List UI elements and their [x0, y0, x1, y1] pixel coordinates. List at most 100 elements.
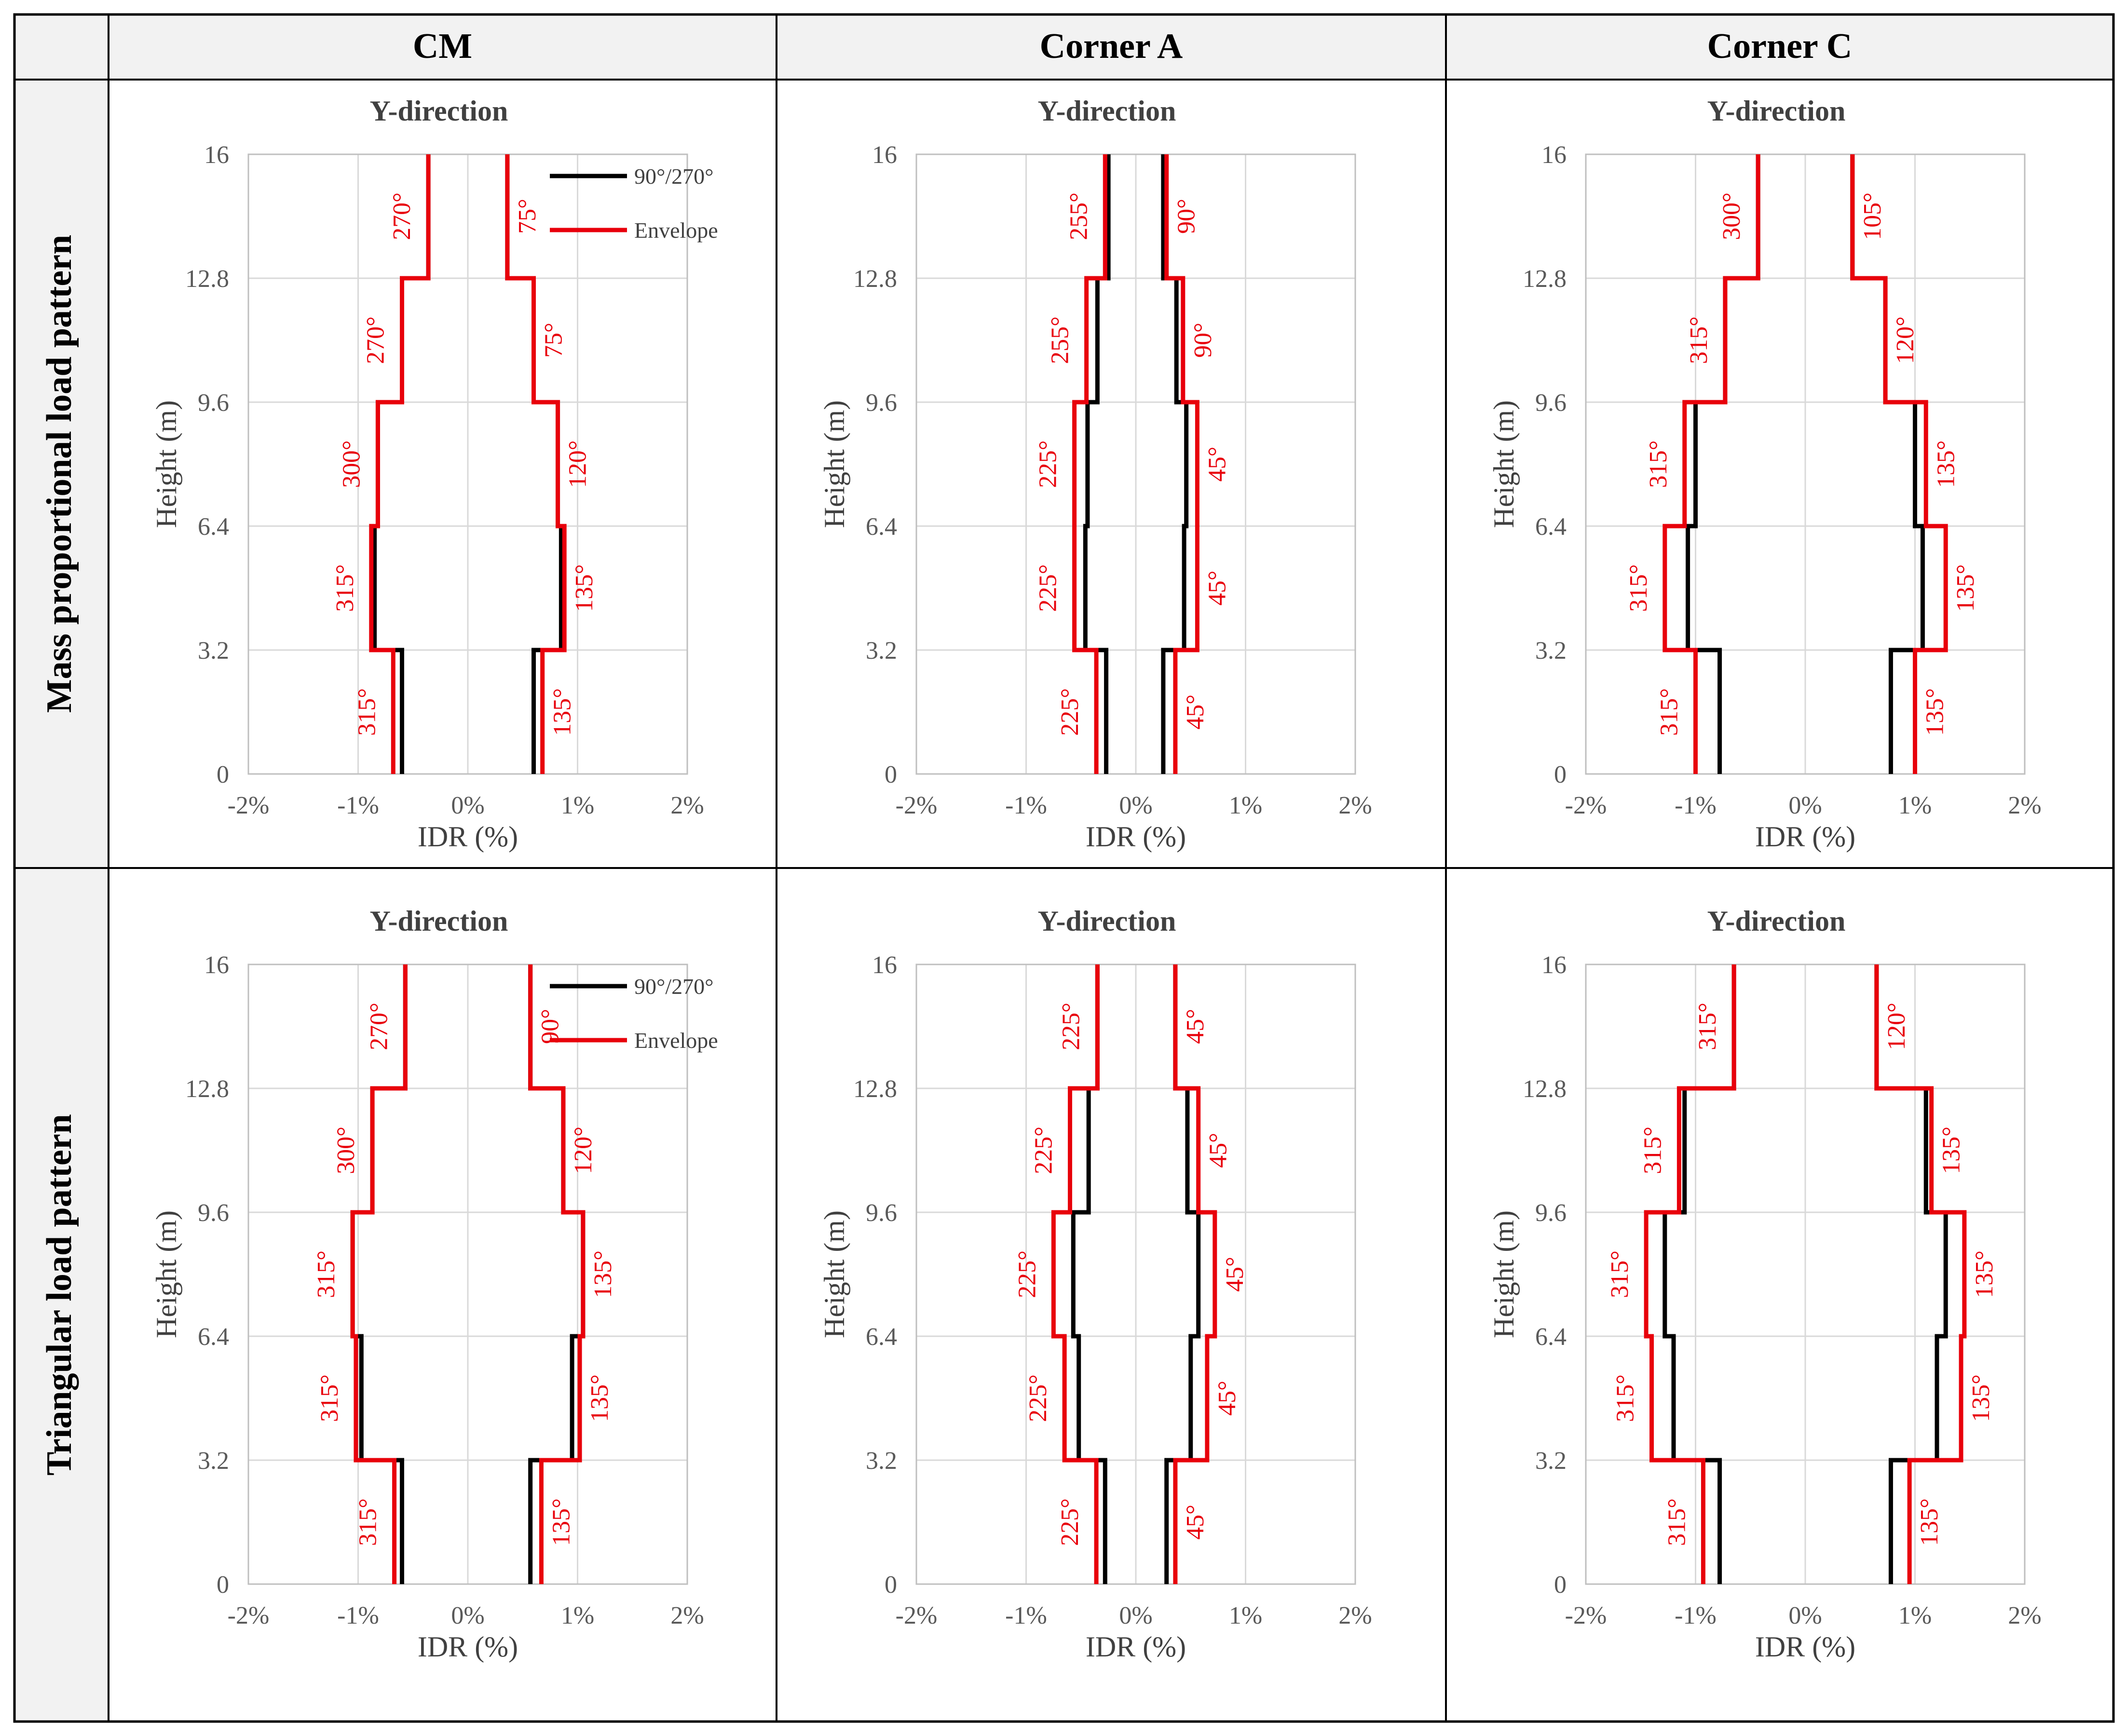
series-black-right: [1164, 964, 1201, 1584]
angle-label-left: 270°: [365, 1003, 393, 1050]
series-envelope-right: [505, 154, 567, 774]
legend-label: Envelope: [634, 1028, 718, 1053]
series-black-right: [528, 964, 586, 1584]
angle-label-left: 315°: [353, 688, 381, 736]
y-tick-label: 3.2: [866, 637, 897, 665]
chart-title: Y-direction: [1707, 95, 1846, 127]
y-tick-label: 16: [1541, 141, 1567, 169]
row-header: Mass proportional load pattern: [40, 235, 79, 713]
x-tick-label: -1%: [337, 792, 379, 819]
y-tick-label: 0: [1554, 761, 1567, 788]
angle-label-left: 315°: [1663, 1498, 1690, 1546]
series-black-right: [1850, 154, 1925, 774]
x-axis-label: IDR (%): [1086, 1631, 1186, 1663]
angle-label-right: 120°: [564, 440, 592, 488]
plot-frame: [915, 153, 1356, 775]
x-tick-label: 1%: [1229, 1602, 1262, 1629]
angle-label-right: 75°: [514, 199, 541, 234]
y-tick-label: 12.8: [853, 1075, 897, 1103]
y-axis-label: Height (m): [1488, 400, 1520, 528]
angle-label-left: 225°: [1030, 1126, 1058, 1174]
angle-label-left: 315°: [1612, 1374, 1639, 1422]
angle-label-right: 45°: [1203, 570, 1231, 606]
chart-4: Y-direction 0 3.2 6.4 9.6 12.8 16 -2% -1% 0% 1% 2% I…: [818, 905, 1372, 1663]
x-tick-label: 2%: [2008, 1602, 2041, 1629]
series-envelope-left: [369, 154, 431, 774]
series-black-left: [350, 964, 408, 1584]
x-axis-label: IDR (%): [1755, 821, 1855, 853]
plot-frame: [915, 963, 1356, 1585]
angle-label-left: 300°: [332, 1126, 360, 1174]
angle-label-right: 135°: [1952, 564, 1979, 612]
y-tick-label: 3.2: [1535, 637, 1567, 665]
series-envelope-left: [350, 964, 408, 1584]
series-black-left: [1071, 964, 1107, 1584]
x-tick-label: -1%: [1675, 1602, 1717, 1629]
angle-label-right: 135°: [549, 688, 576, 736]
series-envelope-left: [1072, 154, 1107, 774]
x-tick-label: -2%: [228, 792, 270, 819]
y-tick-label: 6.4: [1535, 513, 1567, 541]
x-tick-label: 2%: [1338, 792, 1372, 819]
angle-label-left: 315°: [1639, 1126, 1666, 1174]
angle-label-right: 135°: [1967, 1374, 1995, 1422]
angle-label-left: 255°: [1065, 192, 1092, 240]
angle-label-left: 225°: [1024, 1374, 1052, 1422]
y-tick-label: 0: [217, 761, 229, 788]
y-tick-label: 9.6: [866, 1199, 897, 1227]
y-tick-label: 12.8: [185, 265, 229, 293]
angle-label-left: 225°: [1035, 564, 1062, 612]
angle-label-right: 135°: [1932, 440, 1960, 488]
y-tick-label: 0: [1554, 1571, 1567, 1599]
x-tick-label: 1%: [1898, 1602, 1932, 1629]
row-header: Triangular load pattern: [40, 1114, 79, 1476]
angle-label-left: 225°: [1056, 688, 1084, 736]
y-tick-label: 12.8: [853, 265, 897, 293]
y-tick-label: 9.6: [866, 389, 897, 417]
angle-label-right: 135°: [586, 1374, 613, 1422]
x-tick-label: -1%: [1005, 1602, 1047, 1629]
header-row-bg: [14, 14, 2113, 80]
column-header: Corner A: [1040, 27, 1183, 66]
angle-label-left: 270°: [362, 316, 390, 364]
angle-label-right: 45°: [1205, 1133, 1232, 1168]
angle-label-left: 315°: [1656, 688, 1683, 736]
angle-label-left: 315°: [1685, 316, 1713, 364]
x-tick-label: 0%: [451, 792, 484, 819]
series-envelope-right: [1164, 154, 1199, 774]
chart-title: Y-direction: [1038, 905, 1176, 937]
y-tick-label: 0: [217, 1571, 229, 1599]
header-col-bg: [14, 80, 109, 1722]
x-tick-label: -2%: [896, 1602, 938, 1629]
y-tick-label: 16: [872, 141, 897, 169]
y-axis-label: Height (m): [818, 1210, 850, 1338]
x-tick-label: -1%: [1005, 792, 1047, 819]
angle-label-right: 45°: [1213, 1381, 1241, 1416]
y-axis-label: Height (m): [1488, 1210, 1520, 1338]
x-axis-label: IDR (%): [418, 1631, 518, 1663]
series-envelope-right: [1874, 964, 1967, 1584]
angle-label-left: 315°: [1625, 564, 1652, 612]
x-tick-label: 1%: [1898, 792, 1932, 819]
series-black-right: [505, 154, 563, 774]
x-tick-label: 2%: [670, 792, 704, 819]
plot-frame: [1585, 963, 2026, 1585]
x-axis-label: IDR (%): [1755, 1631, 1855, 1663]
angle-label-right: 90°: [1189, 323, 1217, 358]
angle-label-right: 135°: [1922, 688, 1949, 736]
legend-label: 90°/270°: [634, 974, 714, 999]
angle-label-right: 135°: [589, 1250, 617, 1298]
series-black-left: [1663, 964, 1736, 1584]
column-header: CM: [413, 27, 472, 66]
angle-label-left: 225°: [1057, 1003, 1085, 1050]
chart-1: Y-direction 0 3.2 6.4 9.6 12.8 16 -2% -1% 0% 1% 2% I…: [818, 95, 1372, 853]
angle-label-right: 45°: [1182, 1505, 1209, 1540]
y-tick-label: 12.8: [1523, 265, 1567, 293]
x-tick-label: 0%: [1788, 792, 1822, 819]
angle-label-right: 135°: [1938, 1126, 1965, 1174]
angle-label-right: 45°: [1221, 1257, 1249, 1292]
plot-frame: [247, 153, 688, 775]
chart-title: Y-direction: [370, 905, 508, 937]
